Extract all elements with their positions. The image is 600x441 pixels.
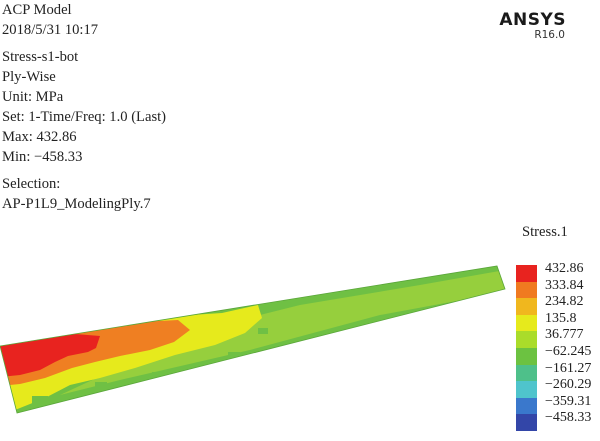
- ansys-logo: ANSYS R16.0: [499, 10, 566, 41]
- selection-label: Selection:: [2, 176, 61, 192]
- unit-label: Unit: MPa: [2, 89, 64, 105]
- legend-color-swatch: [516, 314, 537, 332]
- legend-value-label: −62.245: [545, 343, 592, 359]
- legend-value-label: 36.777: [545, 327, 584, 343]
- legend-value-label: 432.86: [545, 261, 584, 276]
- legend-color-swatch: [516, 347, 537, 365]
- logo-version: R16.0: [534, 29, 565, 41]
- legend-value-label: 135.8: [545, 310, 577, 326]
- legend-color-swatch: [516, 364, 537, 382]
- legend-value-label: −161.27: [545, 360, 592, 376]
- legend-value-label: −359.31: [545, 393, 592, 409]
- blade-outline: [0, 265, 506, 414]
- display-mode: Ply-Wise: [2, 69, 56, 85]
- legend-color-swatch: [516, 331, 537, 348]
- legend-title: Stress.1: [522, 224, 568, 240]
- legend-color-swatch: [516, 265, 537, 282]
- legend-color-swatch: [516, 298, 537, 315]
- timestamp: 2018/5/31 10:17: [2, 22, 99, 38]
- result-info-panel: ACP Model 2018/5/31 10:17 Stress-s1-bot …: [2, 0, 166, 214]
- contour-red-region: [0, 334, 100, 377]
- legend-color-swatch: [516, 414, 537, 431]
- contour-light-green-region: [60, 270, 505, 395]
- set-label: Set: 1-Time/Freq: 1.0 (Last): [2, 109, 167, 125]
- contour-regions: [0, 266, 505, 413]
- contour-yellow-region: [0, 305, 262, 412]
- model-name: ACP Model: [2, 2, 72, 18]
- legend-value-label: 234.82: [545, 294, 584, 310]
- legend-color-swatch: [516, 281, 537, 299]
- min-value: Min: −458.33: [2, 149, 83, 165]
- legend-value-label: −458.33: [545, 410, 592, 426]
- result-name: Stress-s1-bot: [2, 49, 79, 65]
- legend-color-swatch: [516, 397, 537, 415]
- legend-value-label: −260.29: [545, 377, 592, 393]
- legend-color-swatch: [516, 381, 537, 398]
- logo-brand: ANSYS: [499, 10, 566, 30]
- legend-value-label: 333.84: [545, 277, 584, 293]
- max-value: Max: 432.86: [2, 129, 77, 145]
- selection-value: AP-P1L9_ModelingPly.7: [2, 196, 151, 212]
